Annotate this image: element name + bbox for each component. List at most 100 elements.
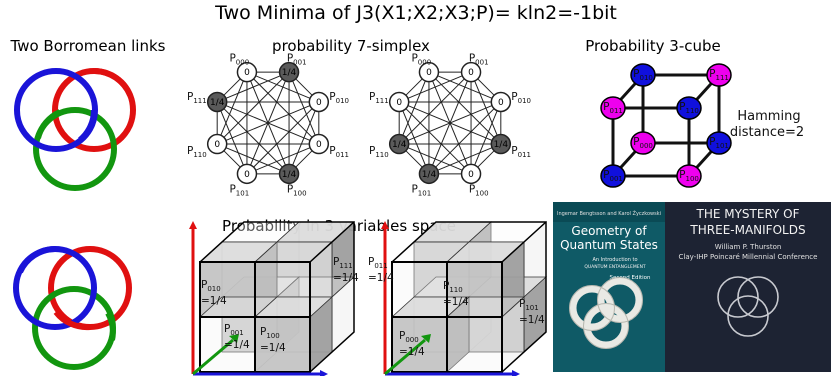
- cube-vertex: [600, 164, 626, 188]
- book-mystery-three-manifolds: THE MYSTERY OF THREE-MANIFOLDS William P…: [665, 202, 831, 372]
- book-left-subtitle-1: An Introduction to: [592, 257, 637, 263]
- axis-arrow: [421, 334, 431, 343]
- simplex-node-value: 0: [316, 140, 322, 150]
- cube-vertex: [600, 96, 626, 120]
- space-cell-value: =1/4: [519, 314, 545, 326]
- space-outline: [501, 221, 547, 263]
- cube-vertex: [630, 131, 656, 155]
- simplex-edge: [398, 71, 472, 145]
- simplex-node: [236, 61, 258, 83]
- simplex-node-label: P010: [329, 91, 349, 105]
- cube-vertex: [706, 131, 732, 155]
- cube-vertex-label: P110: [679, 101, 699, 115]
- simplex-node-value: 0: [244, 68, 250, 78]
- cube-vertex-label: P001: [603, 169, 623, 183]
- simplex-node: [278, 61, 300, 83]
- simplex-graph-right: 0P0000P0010P0101/4P0110P1001/4P1011/4P11…: [369, 52, 531, 197]
- book-right-series: Clay-IHP Poincaré Millennial Conference: [679, 253, 818, 261]
- simplex-edge: [246, 71, 320, 145]
- simplex-edge: [216, 101, 320, 145]
- simplex-edge: [398, 101, 502, 145]
- simplex-node-label: P111: [369, 91, 389, 105]
- cube-vertex-label: P011: [603, 101, 623, 115]
- cube-vertex: [706, 63, 732, 87]
- simplex-node: [308, 91, 330, 113]
- cube-vertex-label: P100: [679, 169, 699, 183]
- simplex-edge: [398, 143, 472, 175]
- space-cell-face: [446, 316, 503, 373]
- space-cell-label: P000: [399, 330, 419, 344]
- borromean-link-bottom: [13, 246, 132, 370]
- ring-green: [33, 107, 117, 191]
- hamming-label: Hamming: [737, 109, 800, 124]
- simplex-node-value: 0: [214, 140, 220, 150]
- simplex-node-label: P001: [287, 52, 307, 66]
- simplex-node-label: P011: [511, 145, 531, 159]
- simplex-node-value: 1/4: [494, 140, 509, 150]
- space-cell-face: [254, 316, 311, 373]
- simplex-edge: [246, 143, 320, 175]
- simplex-node-value: 1/4: [422, 170, 437, 180]
- book-right-title-1: THE MYSTERY OF: [695, 207, 799, 221]
- simplex-node: [388, 133, 410, 155]
- space-cell-label: P101: [519, 298, 539, 312]
- book-left-edition: Second Edition: [609, 275, 651, 281]
- space-cell-value: =1/4: [399, 346, 425, 358]
- space-cell-label: P001: [224, 323, 244, 337]
- probability-space-right: P011 =1/4 P110 =1/4 P000 =1/4 P101 =1/4: [368, 221, 548, 376]
- book-left-subtitle-2: QUANTUM ENTANGLEMENT: [584, 264, 646, 270]
- space-cell-value: =1/4: [224, 339, 250, 351]
- space-cell-value: =1/4: [260, 342, 286, 354]
- space-cell-label: P110: [443, 280, 463, 294]
- simplex-node: [460, 163, 482, 185]
- simplex-node-label: P101: [411, 184, 431, 198]
- simplex-node-label: P100: [287, 184, 307, 198]
- cube-vertex: [676, 164, 702, 188]
- space-cell-value: =1/4: [201, 295, 227, 307]
- book-right-title-2: THREE-MANIFOLDS: [689, 223, 805, 237]
- simplex-node-label: P010: [511, 91, 531, 105]
- cube-vertex-label: P000: [633, 136, 653, 150]
- simplex-node-label: P000: [411, 52, 431, 66]
- simplex-node-value: 0: [468, 68, 474, 78]
- simplex-node: [388, 91, 410, 113]
- axis-arrow: [381, 221, 389, 229]
- simplex-node-value: 1/4: [282, 68, 297, 78]
- page-title: Two Minima of J3(X1;X2;X3;P)= kln2=-1bit: [214, 2, 617, 24]
- book-geometry-quantum-states: Ingemar Bengtsson and Karol Życzkowski G…: [553, 202, 665, 372]
- heading-simplex: probability 7-simplex: [272, 37, 430, 55]
- space-cell-label: P011: [368, 256, 388, 270]
- space-cell-label: P010: [201, 279, 221, 293]
- book-left-authors: Ingemar Bengtsson and Karol Życzkowski: [557, 210, 661, 217]
- simplex-edge: [216, 71, 290, 103]
- simplex-node-label: P110: [369, 145, 389, 159]
- simplex-node: [418, 163, 440, 185]
- simplex-edge: [398, 71, 472, 103]
- simplex-node-value: 1/4: [392, 140, 407, 150]
- ring-red-over: [53, 310, 91, 331]
- simplex-node-label: P101: [229, 184, 249, 198]
- simplex-edge: [216, 143, 290, 175]
- simplex-node-label: P011: [329, 145, 349, 159]
- axis-arrow: [512, 370, 520, 376]
- space-cell-label: P111: [333, 256, 353, 270]
- space-cell-value: =1/4: [333, 272, 359, 284]
- book-left-title-1: Geometry of: [571, 224, 647, 238]
- simplex-node-label: P110: [187, 145, 207, 159]
- heading-borromean: Two Borromean links: [10, 37, 166, 55]
- probability-3-cube: P010 P111 P000 P101 P011 P110 P001 P100 Hamming…: [600, 63, 804, 188]
- axis-x3: [192, 338, 234, 376]
- space-cell-value: =1/4: [443, 296, 469, 308]
- simplex-node-label: P000: [229, 52, 249, 66]
- simplex-node-value: 0: [244, 170, 250, 180]
- simplex-node: [460, 61, 482, 83]
- borromean-link-top: [14, 68, 136, 191]
- cube-vertex: [630, 63, 656, 87]
- simplex-node-value: 0: [426, 68, 432, 78]
- simplex-node: [206, 133, 228, 155]
- simplex-edge: [216, 101, 290, 175]
- ring-red: [52, 68, 136, 152]
- simplex-node: [278, 163, 300, 185]
- simplex-edge: [398, 101, 472, 175]
- hamming-distance: distance=2: [730, 125, 804, 140]
